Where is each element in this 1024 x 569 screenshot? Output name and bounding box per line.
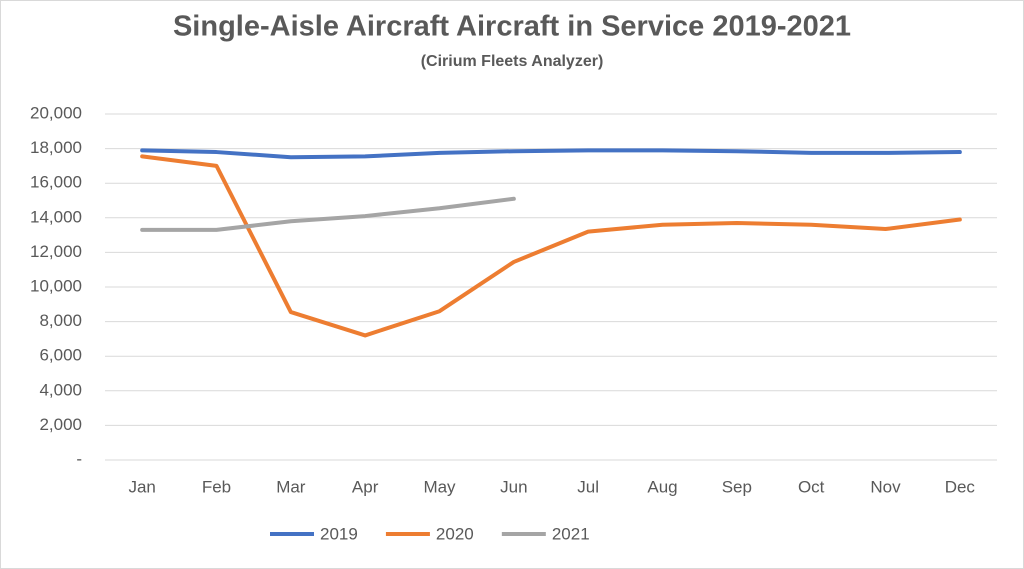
x-tick-label: Oct xyxy=(798,477,825,496)
x-tick-label: Jul xyxy=(577,477,599,496)
y-tick-label: 6,000 xyxy=(39,346,82,365)
y-tick-label: 16,000 xyxy=(30,173,82,192)
chart-title: Single-Aisle Aircraft Aircraft in Servic… xyxy=(173,11,851,43)
y-tick-label: 20,000 xyxy=(30,103,82,122)
legend-label: 2021 xyxy=(552,524,590,543)
series-line xyxy=(140,154,962,338)
x-tick-label: Nov xyxy=(870,477,901,496)
x-tick-label: Jan xyxy=(128,477,155,496)
series-line xyxy=(140,196,516,232)
x-tick-label: Jun xyxy=(500,477,527,496)
y-tick-label: - xyxy=(76,449,82,468)
y-tick-label: 18,000 xyxy=(30,138,82,157)
legend-label: 2019 xyxy=(320,524,358,543)
series-line xyxy=(140,148,962,160)
x-tick-label: Mar xyxy=(276,477,306,496)
legend-label: 2020 xyxy=(436,524,474,543)
x-tick-label: Aug xyxy=(647,477,677,496)
x-tick-label: Dec xyxy=(945,477,976,496)
y-tick-label: 12,000 xyxy=(30,242,82,261)
x-tick-label: Feb xyxy=(202,477,231,496)
x-tick-label: Sep xyxy=(722,477,752,496)
chart-subtitle: (Cirium Fleets Analyzer) xyxy=(421,53,604,70)
x-tick-label: May xyxy=(423,477,456,496)
y-tick-label: 14,000 xyxy=(30,207,82,226)
y-tick-label: 4,000 xyxy=(39,380,82,399)
y-tick-label: 8,000 xyxy=(39,311,82,330)
y-tick-label: 2,000 xyxy=(39,415,82,434)
y-tick-label: 10,000 xyxy=(30,276,82,295)
x-tick-label: Apr xyxy=(352,477,379,496)
